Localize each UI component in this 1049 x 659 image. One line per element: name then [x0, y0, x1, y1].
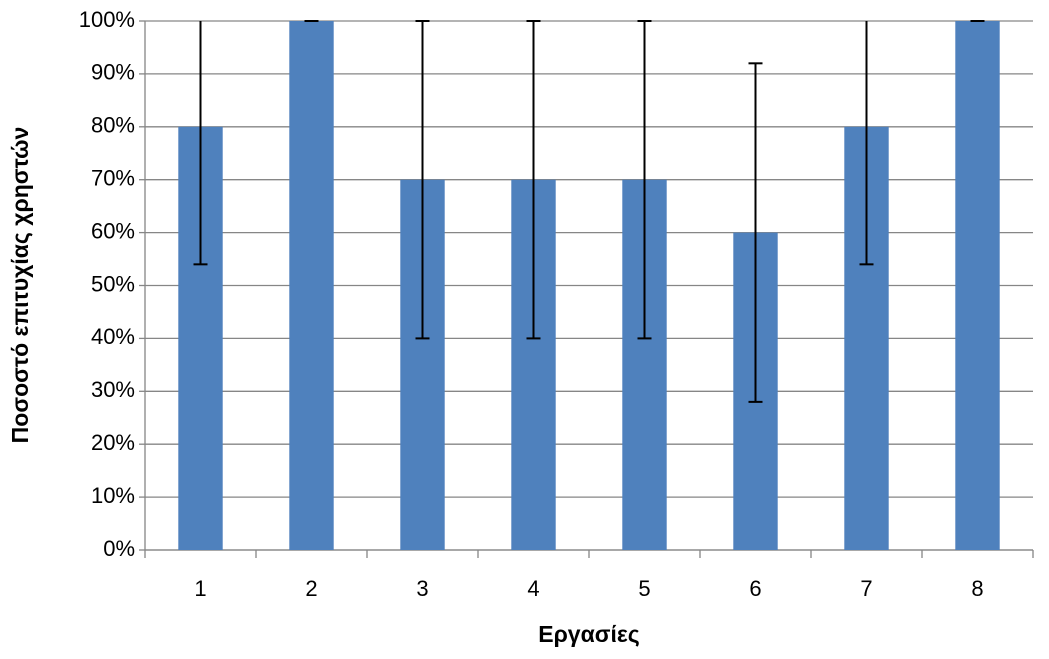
- x-tick-label: 7: [860, 576, 872, 601]
- y-axis-title: Ποσοστό επιτυχίας χρηστών: [7, 127, 33, 444]
- y-tick-label: 10%: [91, 483, 135, 508]
- y-tick-label: 20%: [91, 430, 135, 455]
- error-bar: [859, 21, 874, 266]
- x-tick-label: 2: [305, 576, 317, 601]
- error-bar: [748, 62, 763, 403]
- x-tick-label: 8: [971, 576, 983, 601]
- x-tick-label: 6: [749, 576, 761, 601]
- y-tick-label: 70%: [91, 166, 135, 191]
- error-bar: [193, 21, 208, 266]
- y-tick-label: 0%: [103, 536, 135, 561]
- x-tick-label: 5: [638, 576, 650, 601]
- y-tick-label: 100%: [79, 7, 135, 32]
- bar: [289, 21, 334, 550]
- y-tick-label: 90%: [91, 60, 135, 85]
- x-axis-title: Εργασίες: [538, 621, 640, 647]
- y-tick-label: 40%: [91, 324, 135, 349]
- error-bar: [526, 20, 541, 340]
- y-tick-label: 30%: [91, 377, 135, 402]
- y-tick-label: 80%: [91, 113, 135, 138]
- x-tick-label: 3: [416, 576, 428, 601]
- error-bar: [637, 20, 652, 340]
- x-tick-label: 4: [527, 576, 539, 601]
- y-tick-label: 50%: [91, 271, 135, 296]
- error-bar: [415, 20, 430, 340]
- bar: [955, 21, 1000, 550]
- x-tick-label: 1: [194, 576, 206, 601]
- y-tick-label: 60%: [91, 218, 135, 243]
